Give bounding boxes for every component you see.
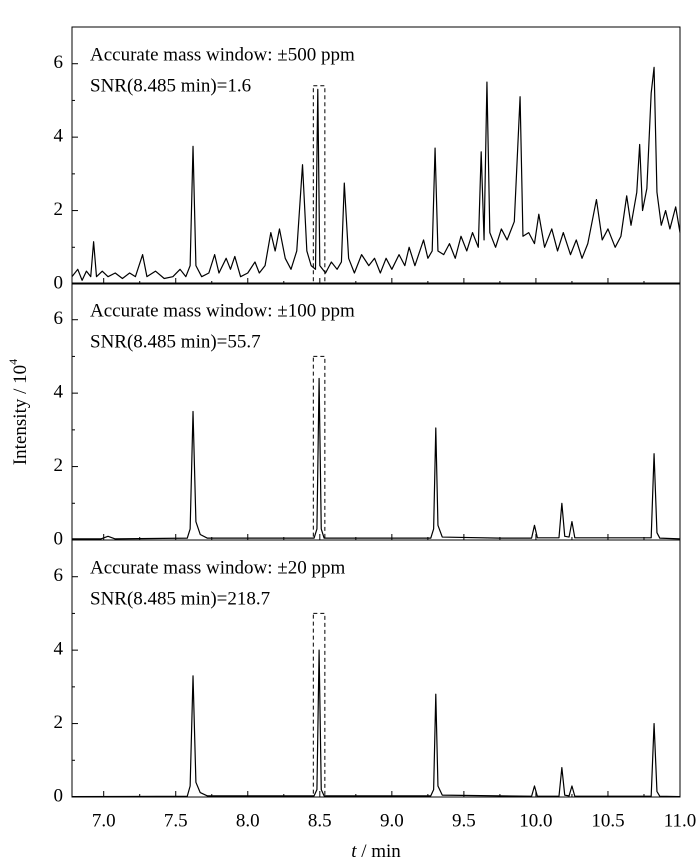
panel-title: Accurate mass window: ±20 ppm xyxy=(90,557,345,578)
y-tick-label: 2 xyxy=(54,712,64,733)
y-tick-label: 2 xyxy=(54,199,64,220)
x-axis-label: t / min xyxy=(351,841,401,862)
plot-frame xyxy=(71,26,681,285)
x-tick-label: 9.0 xyxy=(380,810,404,831)
x-tick-label: 7.5 xyxy=(164,810,188,831)
y-axis-label-text: Intensity / 10 xyxy=(10,365,31,465)
y-tick-label: 6 xyxy=(54,308,64,329)
highlight-box xyxy=(312,612,326,798)
y-axis-label-exponent: 4 xyxy=(6,359,20,365)
plot-frame xyxy=(71,282,681,541)
y-tick-label: 6 xyxy=(54,565,64,586)
trace-line xyxy=(71,66,681,281)
trace-line xyxy=(71,649,681,798)
panel-subtitle: SNR(8.485 min)=218.7 xyxy=(90,588,270,609)
panel-subtitle: SNR(8.485 min)=55.7 xyxy=(90,331,261,352)
x-tick-label: 10.5 xyxy=(591,810,624,831)
y-tick-label: 0 xyxy=(54,785,64,806)
y-tick-label: 0 xyxy=(54,528,64,549)
x-axis-label-unit: / min xyxy=(356,841,401,862)
y-tick-label: 0 xyxy=(54,272,64,293)
x-tick-label: 9.5 xyxy=(452,810,476,831)
x-tick-label: 11.0 xyxy=(664,810,697,831)
y-tick-label: 4 xyxy=(54,382,64,403)
y-axis-label: Intensity / 104 xyxy=(6,359,32,465)
x-axis-label-var: t xyxy=(351,841,357,862)
panel-subtitle: SNR(8.485 min)=1.6 xyxy=(90,75,251,96)
panel-title: Accurate mass window: ±500 ppm xyxy=(90,44,355,65)
y-tick-label: 4 xyxy=(54,639,64,660)
panel-title: Accurate mass window: ±100 ppm xyxy=(90,300,355,321)
y-tick-label: 2 xyxy=(54,455,64,476)
x-tick-label: 8.0 xyxy=(236,810,260,831)
x-tick-label: 10.0 xyxy=(519,810,552,831)
trace-line xyxy=(72,377,681,540)
x-tick-label: 8.5 xyxy=(308,810,332,831)
y-tick-label: 6 xyxy=(54,52,64,73)
x-tick-label: 7.0 xyxy=(92,810,116,831)
y-tick-label: 4 xyxy=(54,126,64,147)
plot-frame xyxy=(71,539,681,798)
